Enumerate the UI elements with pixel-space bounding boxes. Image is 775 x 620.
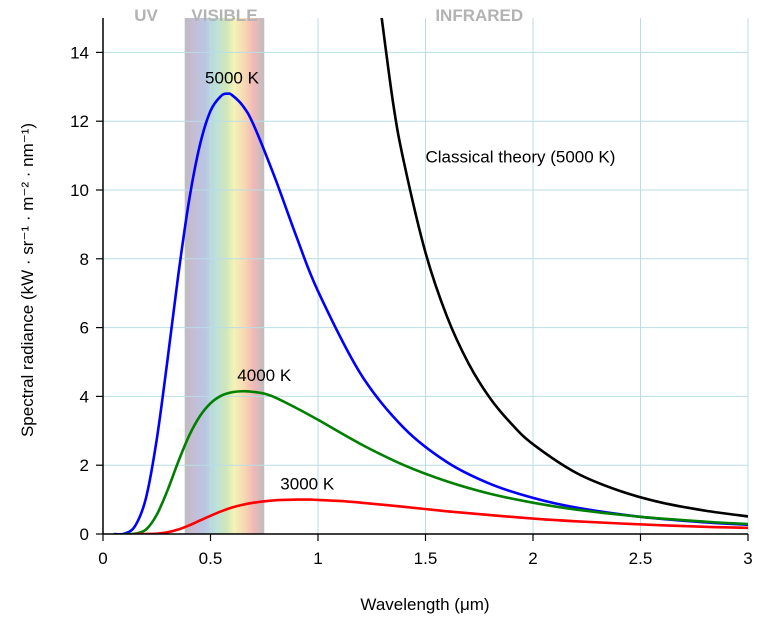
x-axis-title: Wavelength (μm) xyxy=(360,595,489,614)
x-tick-label: 1 xyxy=(313,549,322,568)
spectral-bands xyxy=(184,18,265,534)
tick-labels: 0 0.5 1 1.5 2 2.5 3 0 2 4 6 8 10 12 14 xyxy=(70,43,753,568)
series-label-3000-k: 3000 K xyxy=(280,474,335,493)
y-tick-label: 10 xyxy=(70,181,89,200)
y-tick-label: 12 xyxy=(70,112,89,131)
region-label-infrared: INFRARED xyxy=(435,6,523,25)
annotations: 5000 K 4000 K 3000 K Classical theory (5000… xyxy=(134,6,615,493)
x-tick-label: 2 xyxy=(528,549,537,568)
series-label-classical-theory-5000-k: Classical theory (5000 K) xyxy=(426,147,616,166)
x-tick-label: 1.5 xyxy=(414,549,438,568)
axes xyxy=(96,18,749,541)
x-tick-label: 3 xyxy=(743,549,752,568)
x-tick-label: 0 xyxy=(98,549,107,568)
series-line-3000-k xyxy=(135,498,748,534)
x-tick-label: 0.5 xyxy=(199,549,223,568)
series-label-5000-k: 5000 K xyxy=(205,68,260,87)
y-axis-title: Spectral radiance (kW · sr⁻¹ · m⁻² · nm⁻… xyxy=(18,123,37,437)
y-tick-label: 14 xyxy=(70,43,89,62)
series-label-4000-k: 4000 K xyxy=(237,366,292,385)
y-tick-label: 0 xyxy=(80,525,89,544)
series-line-classical-theory-5000-k xyxy=(380,18,748,518)
grid-lines xyxy=(103,18,749,534)
region-label-uv: UV xyxy=(134,6,158,25)
y-tick-label: 8 xyxy=(80,250,89,269)
x-tick-label: 2.5 xyxy=(629,549,653,568)
series-line-5000-k xyxy=(113,92,748,534)
y-tick-label: 2 xyxy=(80,456,89,475)
y-tick-label: 4 xyxy=(80,387,89,406)
series-line-4000-k xyxy=(124,389,748,534)
region-label-visible: VISIBLE xyxy=(191,6,257,25)
visible-band xyxy=(184,18,265,534)
y-tick-label: 6 xyxy=(80,319,89,338)
series-layer xyxy=(113,18,748,534)
